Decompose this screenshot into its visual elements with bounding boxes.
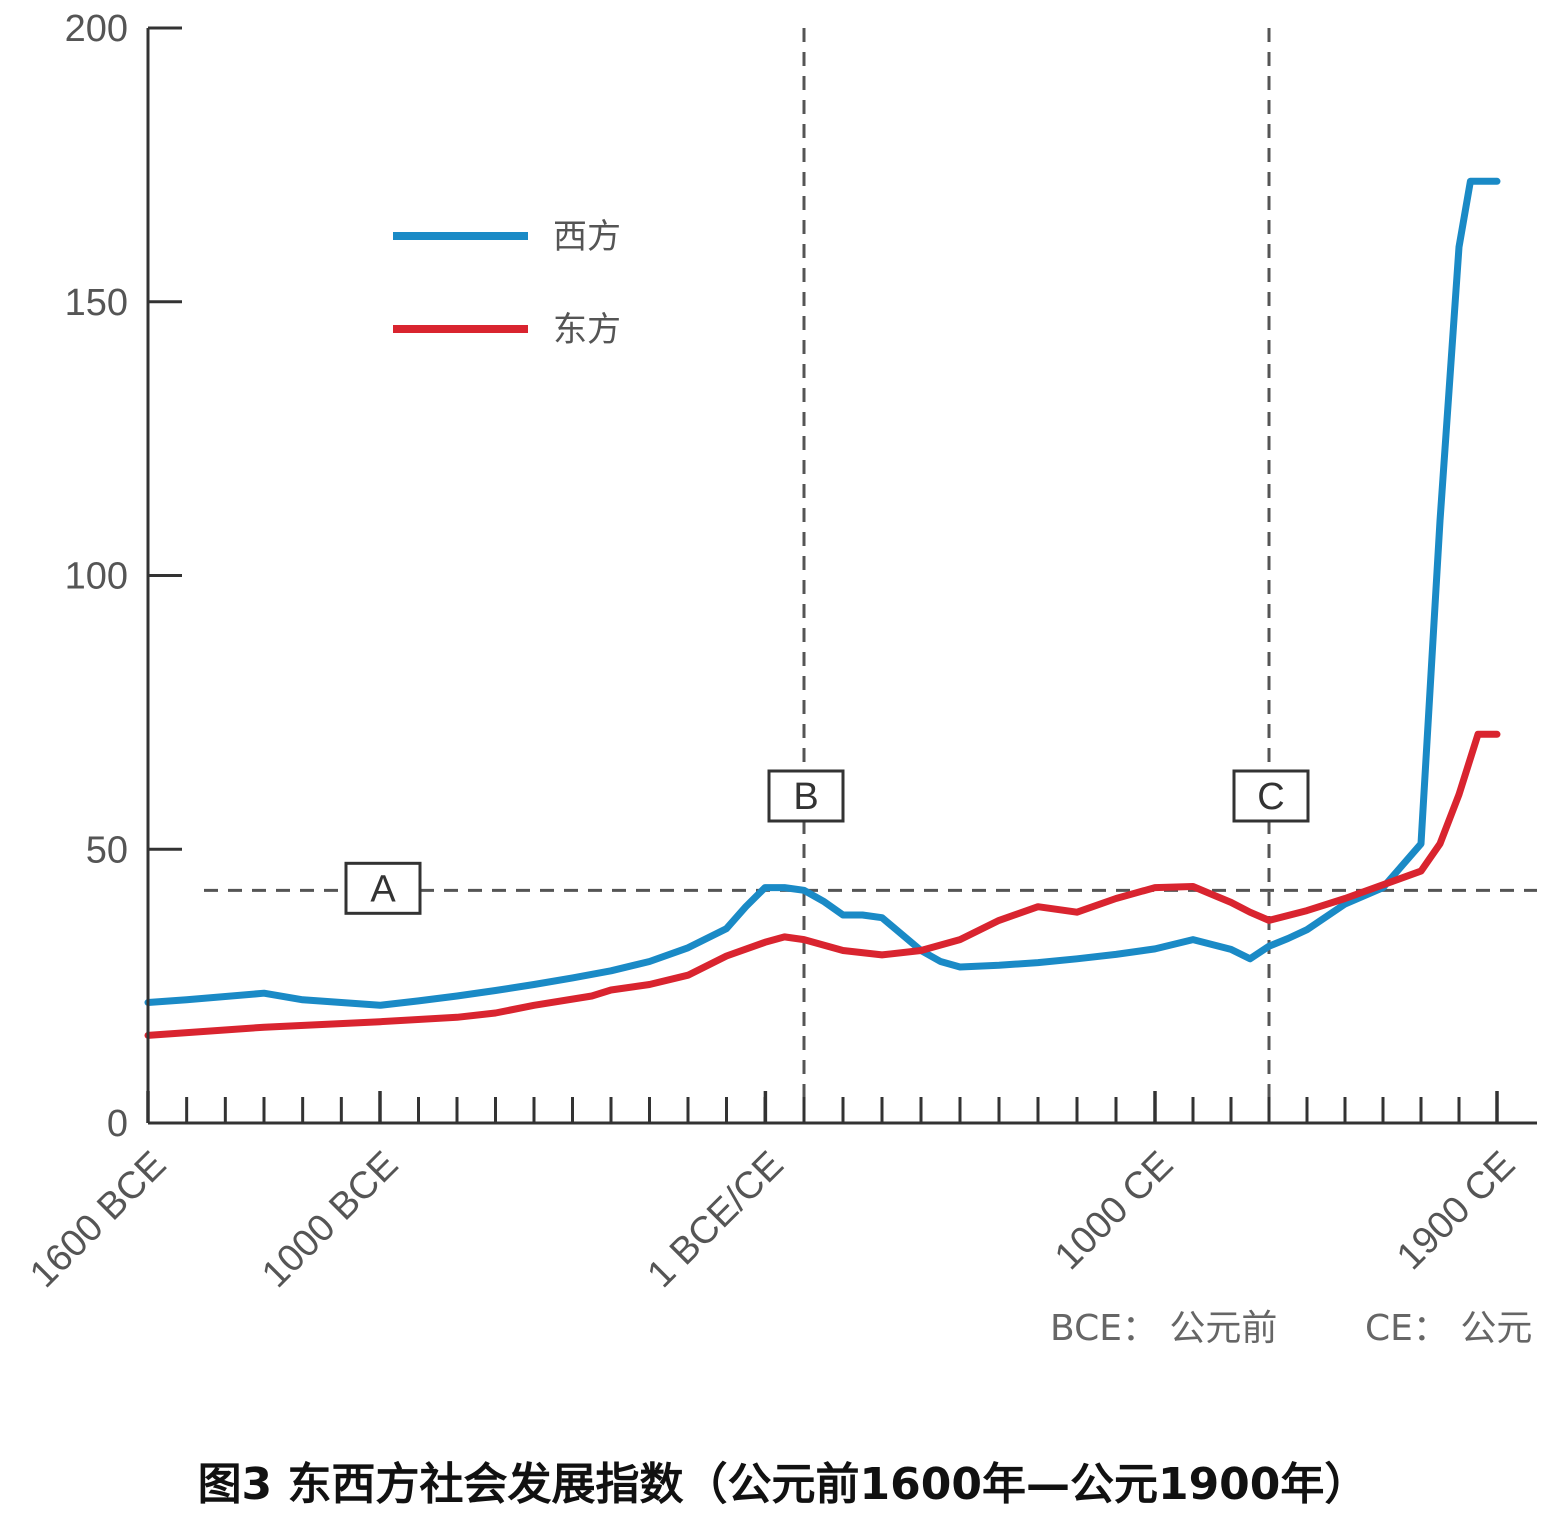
x-tick-label: 1600 BCE xyxy=(22,1144,174,1296)
reference-label-B: B xyxy=(793,776,818,818)
reference-lines xyxy=(204,28,1537,1123)
reference-box-A xyxy=(344,861,422,915)
y-tick-label: 0 xyxy=(107,1103,128,1145)
development-index-chart: 0 50 100 150 200 1600 BCE 1000 BCE 1 BCE/CE 1000… xyxy=(22,8,1537,1349)
reference-box-B xyxy=(767,769,845,823)
axes xyxy=(146,26,1537,1125)
era-note: BCE： 公元前 xyxy=(1050,1308,1277,1349)
x-tick-label: 1000 BCE xyxy=(254,1144,406,1296)
reference-label-C: C xyxy=(1257,776,1284,818)
reference-label-A: A xyxy=(370,868,396,910)
legend-label-east: 东方 xyxy=(553,310,621,350)
reference-box-C xyxy=(1232,769,1310,823)
series-line-east xyxy=(144,730,1501,1039)
y-tick-label: 200 xyxy=(65,8,128,50)
era-note: CE： 公元 xyxy=(1365,1308,1532,1349)
reference-labels: A B C xyxy=(344,769,1310,915)
x-tick-label: 1 BCE/CE xyxy=(640,1144,792,1296)
series-lines xyxy=(144,177,1501,1039)
y-tick-label: 150 xyxy=(65,282,128,324)
legend-label-west: 西方 xyxy=(553,217,621,257)
tick-labels: 0 50 100 150 200 1600 BCE 1000 BCE 1 BCE/CE 1000… xyxy=(22,8,1523,1296)
figure-caption: 图3 东西方社会发展指数（公元前1600年—公元1900年） xyxy=(197,1459,1369,1510)
y-tick-label: 100 xyxy=(65,556,128,598)
y-tick-label: 50 xyxy=(86,829,128,871)
era-notes: BCE： 公元前 CE： 公元 xyxy=(1050,1308,1532,1349)
x-tick-label: 1900 CE xyxy=(1389,1144,1523,1278)
series-line-west xyxy=(144,177,1501,1009)
x-tick-label: 1000 CE xyxy=(1047,1144,1181,1278)
